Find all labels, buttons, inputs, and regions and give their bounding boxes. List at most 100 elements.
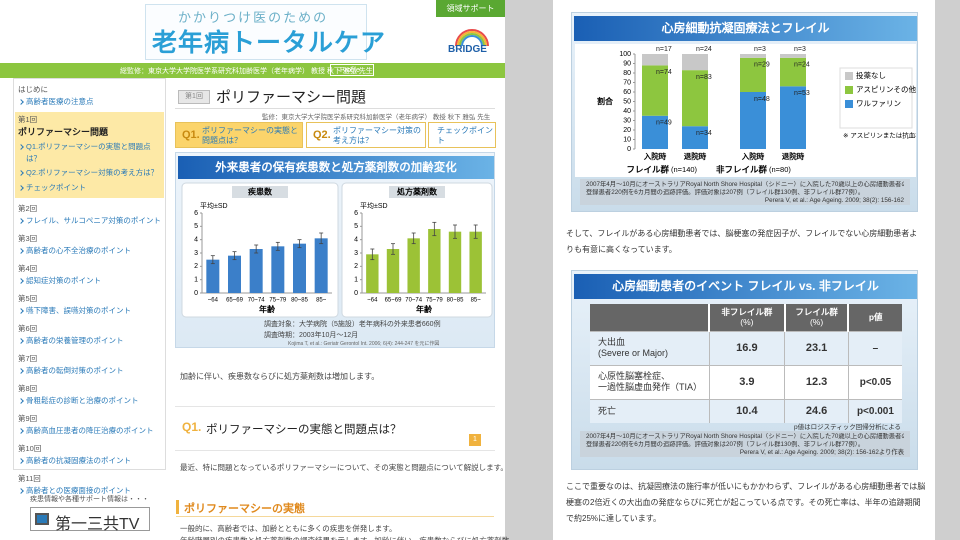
nav-link[interactable]: 骨粗鬆症の診断と治療のポイント [18,395,161,407]
bar-segment [642,115,668,149]
x-tick-label: 75~79 [426,298,444,304]
chart-title: 処方薬剤数 [396,187,438,197]
nav-heading: 第7回 [18,354,38,363]
nav-group: 第11回 高齢者との医療面接のポイント [15,471,164,498]
nav-link[interactable]: フレイル、サルコペニア対策のポイント [18,215,161,227]
nav-group: 第7回高齢者の転倒対策のポイント [15,351,164,378]
y-tick-label: 3 [194,250,198,257]
tab-q: Q2. [313,129,331,141]
bar [448,231,462,293]
y-tick-label: 40 [623,108,631,115]
figure-title-bar [178,156,494,179]
row-label: 死亡 [590,399,709,423]
source-box: 2007年4月〜10月にオーストラリアRoyal North Shore Hos… [580,179,910,205]
x-tick-label: 75~79 [269,298,287,304]
column-name: p値 [868,312,883,323]
supervisor: 総監修：東京大学大学院医学系研究科加齢医学（老年病学） 教授 秋下 雅弘 先生 [120,68,373,75]
tab[interactable]: Q1. ポリファーマシーの実態と問題点は？ [175,122,303,148]
page-title: ポリファーマシー問題 [216,89,367,106]
nav-link[interactable]: チェックポイント [18,182,161,194]
column-name: 非フレイル群 [721,307,773,318]
segment-label: n=49 [656,120,672,127]
figure-title: 外来患者の保有疾患数と処方薬剤数の加齢変化 [214,160,457,174]
nav-link[interactable]: 高齢者の心不全治療のポイント [18,245,161,257]
legend-swatch [845,86,853,94]
tab[interactable]: Q2. ポリファーマシー対策の考え方は？ [306,122,426,148]
error-bar [232,251,237,261]
tab[interactable]: チェックポイント [428,122,496,148]
nav-heading: 第9回 [18,414,38,423]
tab-text: ポリファーマシー対策の考え方は？ [333,126,421,145]
nav-link[interactable]: 嚥下障害、誤嚥対策のポイント [18,305,161,317]
source-line: 登録患者220例を6カ月間の追跡評価。評価対象は207例（フレイル群130例、非… [586,189,865,196]
nav-link[interactable]: 高齢者の転倒対策のポイント [18,365,161,377]
error-bar [473,224,478,239]
segment-label: n=29 [754,62,770,69]
value-cell: 10.4 [708,399,785,423]
nav-heading: 第1回 [18,115,38,124]
nav-heading: 第3回 [18,234,38,243]
nav-group: 第8回 骨粗鬆症の診断と治療のポイント [15,381,164,408]
nav-link[interactable]: 高齢者の栄養管理のポイント [18,335,161,347]
value-cell: 12.3 [784,365,849,399]
row-label: 大出血 (Severe or Major) [590,331,709,365]
y-tick-label: 1 [354,277,358,284]
legend-swatch [845,100,853,108]
value-cell: 23.1 [784,331,849,365]
nav-group: 第9回高齢高血圧患者の降圧治療のポイント [15,411,164,438]
nav-link[interactable]: Q1.ポリファーマシーの実態と問題点は？ [18,141,161,164]
x-tick-label: 85~ [316,298,327,304]
legend-label: アスピリンその他※ [856,84,916,94]
bar [293,243,306,293]
x-tick-label: 65~69 [226,298,244,304]
brand-arc [455,29,489,47]
header-cell [590,304,709,331]
chart-title-box [389,186,445,198]
y-tick-label: 50 [623,98,631,105]
x-tick-label: 80~85 [447,298,465,304]
legend-swatch [845,72,853,80]
segment-label: n=34 [696,130,712,137]
nav-link[interactable]: 高齢者との医療面接のポイント [18,485,161,497]
bar [314,238,328,293]
question-rule-top [175,406,495,407]
support-button[interactable]: 領域サポート [436,0,505,17]
x-tick-label: ~64 [367,298,378,304]
header-cell: 非フレイル群 (%) [708,304,785,331]
y-tick-label: 5 [194,223,198,230]
y-tick-label: 20 [623,127,631,134]
brand-arc-band [457,31,487,47]
label-line: 大出血 [598,337,626,347]
slide: 心房細動抗凝固療法とフレイル 0 10 20 30 40 50 60 70 80 90 100 割合 n=… [571,12,918,212]
y-tick-label: 3 [354,250,358,257]
bar-segment [740,57,766,92]
bar-segment [740,54,766,58]
legend-label: 投薬なし [856,70,886,80]
footer-brand[interactable]: 第一三共TV [30,507,150,533]
segment-label: n=74 [656,69,672,76]
nav-link[interactable]: 認知症対策のポイント [18,275,161,287]
paragraph: 一般的に、高齢者では、加齢とともに多くの疾患を併発します。 [180,524,397,533]
nav-link[interactable]: 高齢高血圧患者の降圧治療のポイント [18,425,161,437]
section-rule [176,516,494,517]
nav-link[interactable]: 高齢者の抗凝固療法のポイント [18,455,161,467]
x-tick-label: 65~69 [385,298,403,304]
lesson-supervisor: 監修：東京大学大学院医学系研究科加齢医学（老年病学） 教授 秋下 雅弘 先生 [262,114,491,121]
error-bar [370,248,375,261]
segment-label: n=3 [754,46,766,53]
survey-line: 調査対象：大学病院（5施設）老年病科の外来患者660例 [264,321,441,328]
brand-arc-band [455,29,489,47]
question-q: Q1. [182,420,202,434]
nav-link[interactable]: Q2.ポリファーマシー対策の考え方は？ [18,167,161,179]
nav-link[interactable]: 高齢者医療の注意点 [18,96,161,108]
nav-group: 第10回高齢者の抗凝固療法のポイント [15,441,164,468]
source-line: 2007年4月〜10月にオーストラリアRoyal North Shore Hos… [586,181,904,188]
profile-link[interactable]: Profile [330,64,374,76]
nav-group: はじめに 高齢者医療の注意点 [15,82,164,109]
segment-label: n=83 [696,74,712,81]
nav-heading: 第10回 [18,444,42,453]
nav-heading: 第2回 [18,204,38,213]
question-text: ポリファーマシーの実態と問題点は？ [206,424,402,436]
slide-title-bar: 心房細動患者のイベント フレイル vs. 非フレイル [574,274,917,299]
